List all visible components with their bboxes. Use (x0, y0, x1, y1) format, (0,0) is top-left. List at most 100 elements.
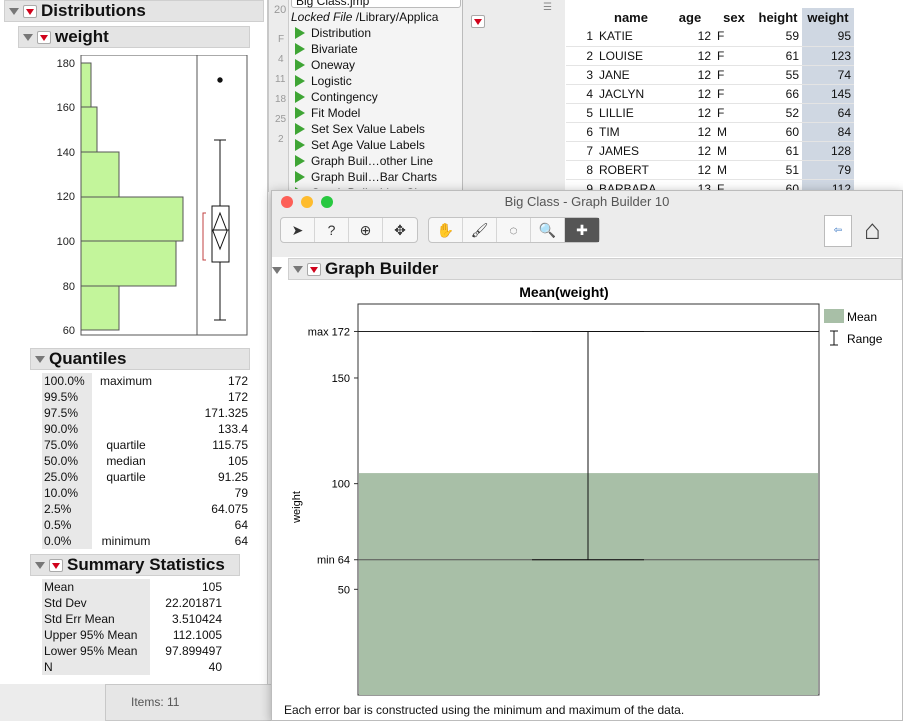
table-cell: 61 (754, 141, 802, 161)
quantile-percent: 75.0% (42, 437, 92, 453)
legend-mean-label: Mean (847, 310, 877, 324)
table-cell: 64 (802, 103, 854, 123)
help-tool-icon[interactable]: ? (315, 218, 349, 242)
row-gutter: 20 F 4 11 18 25 2 (269, 0, 289, 192)
script-item[interactable]: Bivariate (289, 41, 465, 57)
table-row[interactable]: 4 JACLYN 12 F 66 145 (566, 84, 854, 104)
quantile-percent: 99.5% (42, 389, 92, 405)
table-row[interactable]: 7 JAMES 12 M 61 128 (566, 141, 854, 161)
disclosure-icon[interactable] (23, 33, 33, 41)
quantile-row: 50.0% median 105 (42, 453, 250, 469)
quantile-value: 91.25 (217, 470, 248, 484)
red-triangle-menu[interactable] (307, 262, 321, 276)
script-item[interactable]: Graph Buil…other Line (289, 153, 465, 169)
table-row[interactable]: 2 LOUISE 12 F 61 123 (566, 46, 854, 66)
column-header-sex[interactable]: sex (723, 10, 745, 25)
disclosure-icon[interactable] (35, 355, 45, 363)
table-cell: 12 (666, 141, 714, 161)
row-number: 4 (566, 84, 596, 104)
table-cell: 12 (666, 65, 714, 85)
disclosure-icon[interactable] (272, 263, 282, 277)
script-item[interactable]: Logistic (289, 73, 465, 89)
file-window: 20 F 4 11 18 25 2 Big Class.jmp Locked F… (268, 0, 468, 192)
row-num: 25 (275, 114, 287, 125)
quantile-value: 172 (227, 390, 248, 404)
tick-label: 100 (57, 236, 75, 248)
histogram-bar (80, 106, 98, 153)
table-cell: 12 (666, 27, 714, 47)
red-triangle-menu[interactable] (49, 558, 63, 572)
graph-builder-header: Graph Builder (288, 258, 902, 280)
table-row[interactable]: 1 KATIE 12 F 59 95 (566, 27, 854, 47)
stat-value: 40 (208, 660, 222, 674)
quantile-value: 172 (227, 374, 248, 388)
script-item[interactable]: Graph Buil…Bar Charts (289, 169, 465, 185)
table-red-triangle[interactable] (471, 15, 485, 29)
column-header-height[interactable]: height (758, 10, 798, 25)
tick-label: 60 (63, 325, 75, 337)
table-cell: F (714, 46, 754, 66)
stat-name: Lower 95% Mean (42, 643, 150, 659)
column-header-age[interactable]: age (678, 10, 702, 25)
script-item[interactable]: Graph Buil…Line Chart (289, 185, 465, 189)
script-item[interactable]: Set Sex Value Labels (289, 121, 465, 137)
selection-tool-icon[interactable]: ⊕ (349, 218, 383, 242)
script-item[interactable]: Fit Model (289, 105, 465, 121)
y-axis-label: weight (291, 491, 303, 524)
move-tool-icon[interactable]: ✥ (394, 221, 406, 238)
table-row[interactable]: 6 TIM 12 M 60 84 (566, 122, 854, 142)
stat-name: Std Dev (42, 595, 150, 611)
stat-value: 97.899497 (165, 644, 222, 658)
brush-tool-icon[interactable]: 🖌 (463, 218, 497, 242)
script-item[interactable]: Distribution (289, 25, 465, 41)
red-triangle-menu[interactable] (37, 30, 51, 44)
script-label: Set Sex Value Labels (311, 122, 425, 136)
column-header-name[interactable]: name (614, 10, 648, 25)
script-label: Distribution (311, 26, 372, 40)
disclosure-icon[interactable] (35, 561, 45, 569)
legend-range-label: Range (847, 332, 883, 346)
histogram-bar (80, 196, 184, 242)
script-item[interactable]: Set Age Value Labels (289, 137, 465, 153)
table-row[interactable]: 8 ROBERT 12 M 51 79 (566, 160, 854, 180)
legend-mean-swatch (824, 309, 844, 323)
zoom-window-button[interactable] (321, 196, 333, 208)
row-number: 3 (566, 65, 596, 85)
disclosure-icon[interactable] (9, 7, 19, 15)
arrow-tool-icon[interactable]: ➤ (281, 218, 315, 242)
table-cell: F (714, 103, 754, 123)
table-cell: 95 (802, 27, 854, 47)
column-header-weight[interactable]: weight (802, 8, 854, 27)
outlier-point (217, 77, 223, 83)
crosshair-tool-icon[interactable]: ✚ (565, 218, 599, 242)
minimize-window-button[interactable] (301, 196, 313, 208)
graph-builder-window: Big Class - Graph Builder 10 ➤ ? ⊕ ✥ ✋ 🖌… (271, 190, 903, 721)
magnifier-tool-icon[interactable]: 🔍 (531, 218, 565, 242)
quantile-value: 64 (234, 518, 248, 532)
home-icon[interactable]: ⌂ (864, 214, 881, 245)
open-data-table-icon[interactable]: ⇦ (824, 215, 852, 247)
tool-group-2: ✋ 🖌 ◌ 🔍 ✚ (428, 217, 600, 243)
hand-tool-icon[interactable]: ✋ (429, 218, 463, 242)
play-icon (295, 139, 305, 151)
script-label: Graph Buil…other Line (311, 154, 434, 168)
disclosure-icon[interactable] (293, 265, 303, 273)
close-window-button[interactable] (281, 196, 293, 208)
summary-title: Summary Statistics (67, 555, 225, 574)
tick-label: 50 (338, 584, 350, 596)
section-title: Graph Builder (325, 259, 439, 278)
script-label: Graph Buil…Line Chart (311, 185, 435, 189)
quantile-value: 133.4 (217, 422, 248, 436)
script-item[interactable]: Oneway (289, 57, 465, 73)
quantile-row: 90.0% 133.4 (42, 421, 250, 437)
table-row[interactable]: 5 LILLIE 12 F 52 64 (566, 103, 854, 123)
quantile-row: 25.0% quartile 91.25 (42, 469, 250, 485)
file-name-field[interactable]: Big Class.jmp (291, 0, 461, 8)
lasso-tool-icon[interactable]: ◌ (497, 218, 531, 242)
table-row[interactable]: 3 JANE 12 F 55 74 (566, 65, 854, 85)
play-icon (295, 59, 305, 71)
script-item[interactable]: Contingency (289, 89, 465, 105)
red-triangle-menu[interactable] (23, 4, 37, 18)
sort-icon[interactable]: ☰ (543, 2, 552, 13)
quantile-percent: 50.0% (42, 453, 92, 469)
